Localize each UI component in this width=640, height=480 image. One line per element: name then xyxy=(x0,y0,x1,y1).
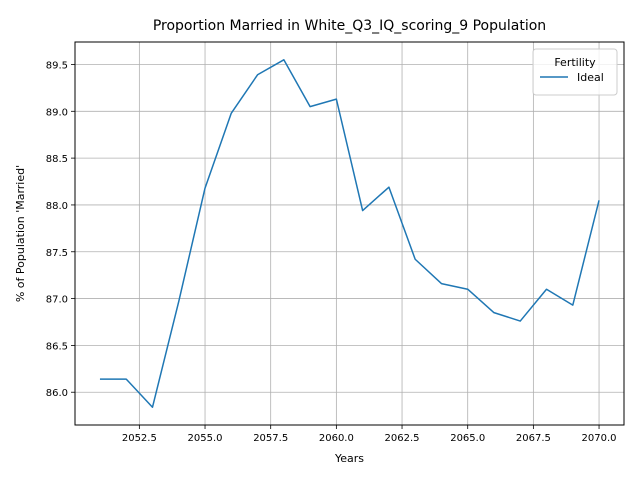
y-tick-label: 88.0 xyxy=(46,201,68,212)
x-axis-ticks: 2052.5 2055.0 2057.5 2060.0 2062.5 2065.0 2067… xyxy=(122,425,617,444)
legend-label-ideal: Ideal xyxy=(577,71,604,84)
legend-title: Fertility xyxy=(554,56,596,69)
y-tick-label: 86.0 xyxy=(46,388,68,399)
legend: Fertility Ideal xyxy=(532,48,618,96)
x-tick-label: 2060.0 xyxy=(319,433,354,444)
y-axis-ticks: 86.0 86.5 87.0 87.5 88.0 88.5 89.0 89.5 xyxy=(46,60,75,399)
chart-title: Proportion Married in White_Q3_IQ_scorin… xyxy=(153,18,546,34)
y-tick-label: 86.5 xyxy=(46,341,68,352)
x-tick-label: 2055.0 xyxy=(188,433,223,444)
y-tick-label: 89.5 xyxy=(46,60,68,71)
x-tick-label: 2070.0 xyxy=(582,433,617,444)
x-tick-label: 2065.0 xyxy=(450,433,485,444)
y-axis-label: % of Population 'Married' xyxy=(14,165,27,302)
y-tick-label: 88.5 xyxy=(46,154,68,165)
x-tick-label: 2057.5 xyxy=(253,433,288,444)
x-tick-label: 2052.5 xyxy=(122,433,157,444)
grid xyxy=(75,42,624,425)
x-axis-label: Years xyxy=(334,452,364,465)
legend-box xyxy=(532,48,618,96)
plot-area-frame xyxy=(74,41,625,426)
plot-lines xyxy=(99,59,600,408)
y-tick-label: 87.0 xyxy=(46,295,68,306)
y-tick-label: 89.0 xyxy=(46,107,68,118)
y-tick-label: 87.5 xyxy=(46,248,68,259)
x-tick-label: 2062.5 xyxy=(385,433,420,444)
series-line-ideal xyxy=(99,59,600,408)
x-tick-label: 2067.5 xyxy=(516,433,551,444)
